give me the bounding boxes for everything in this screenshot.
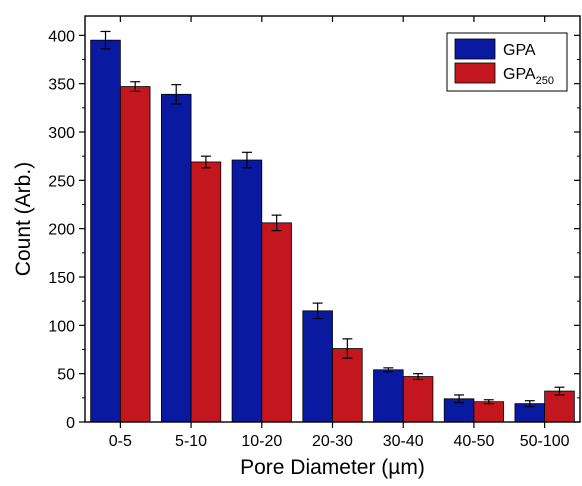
bar-gpa250-5-10 [190, 161, 222, 423]
bar-gpa250-40-50 [473, 401, 505, 423]
x-axis-title: Pore Diameter (µm) [240, 456, 425, 479]
error-bar-gpa-40-50 [454, 394, 465, 404]
y-tick-label: 100 [48, 318, 75, 335]
y-tick-label: 300 [48, 125, 75, 142]
error-bar-gpa250-30-40 [413, 373, 424, 381]
error-bar-gpa250-10-20 [271, 214, 282, 232]
x-axis: 0-5 5-10 10-20 20-30 30-40 40-50 50-100 [109, 16, 570, 450]
error-bar-gpa250-20-30 [342, 338, 353, 359]
bar-gpa-30-40 [373, 369, 404, 423]
y-tick-label: 200 [48, 222, 75, 239]
x-tick-label: 5-10 [175, 433, 207, 450]
error-bar-gpa-30-40 [383, 367, 394, 373]
error-bar-gpa-50-100 [524, 400, 535, 408]
y-tick-label: 50 [57, 367, 75, 384]
x-tick-label: 20-30 [312, 433, 353, 450]
legend-swatch [454, 38, 496, 60]
x-tick-label: 50-100 [520, 433, 570, 450]
error-bar-gpa250-50-100 [554, 386, 565, 396]
y-tick-label: 0 [66, 415, 75, 432]
x-tick-label: 10-20 [241, 433, 282, 450]
y-tick-label: 150 [48, 270, 75, 287]
bar-gpa250-20-30 [332, 348, 363, 423]
y-tick-label: 400 [48, 28, 75, 45]
legend-label: GPA250 [503, 66, 554, 87]
error-bar-gpa-20-30 [312, 302, 323, 320]
bar-gpa-10-20 [231, 159, 263, 423]
x-tick-label: 0-5 [109, 433, 132, 450]
bar-gpa250-30-40 [402, 376, 434, 423]
legend-label: GPA [503, 42, 536, 59]
legend-swatch [454, 62, 496, 84]
error-bar-gpa-5-10 [171, 84, 182, 105]
bar-gpa250-0-5 [119, 86, 151, 423]
y-tick-label: 250 [48, 173, 75, 190]
error-bars-layer [100, 30, 565, 408]
x-tick-label: 30-40 [383, 433, 424, 450]
error-bar-gpa250-0-5 [130, 81, 141, 93]
y-tick-label: 350 [48, 77, 75, 94]
bars-layer [90, 39, 575, 423]
bar-gpa-0-5 [90, 39, 121, 423]
error-bar-gpa-10-20 [241, 151, 252, 169]
bar-gpa250-50-100 [544, 390, 575, 423]
error-bar-gpa250-5-10 [200, 155, 211, 169]
bar-gpa250-10-20 [261, 222, 292, 423]
y-axis-title: Count (Arb.) [12, 162, 35, 276]
error-bar-gpa250-40-50 [483, 399, 494, 405]
legend: GPA GPA250 [446, 32, 568, 92]
x-tick-label: 40-50 [453, 433, 494, 450]
bar-gpa-5-10 [160, 93, 192, 423]
error-bar-gpa-0-5 [100, 30, 111, 50]
y-axis: 0 50 100 150 200 250 300 350 400 [48, 28, 580, 432]
bar-gpa-20-30 [302, 310, 333, 423]
